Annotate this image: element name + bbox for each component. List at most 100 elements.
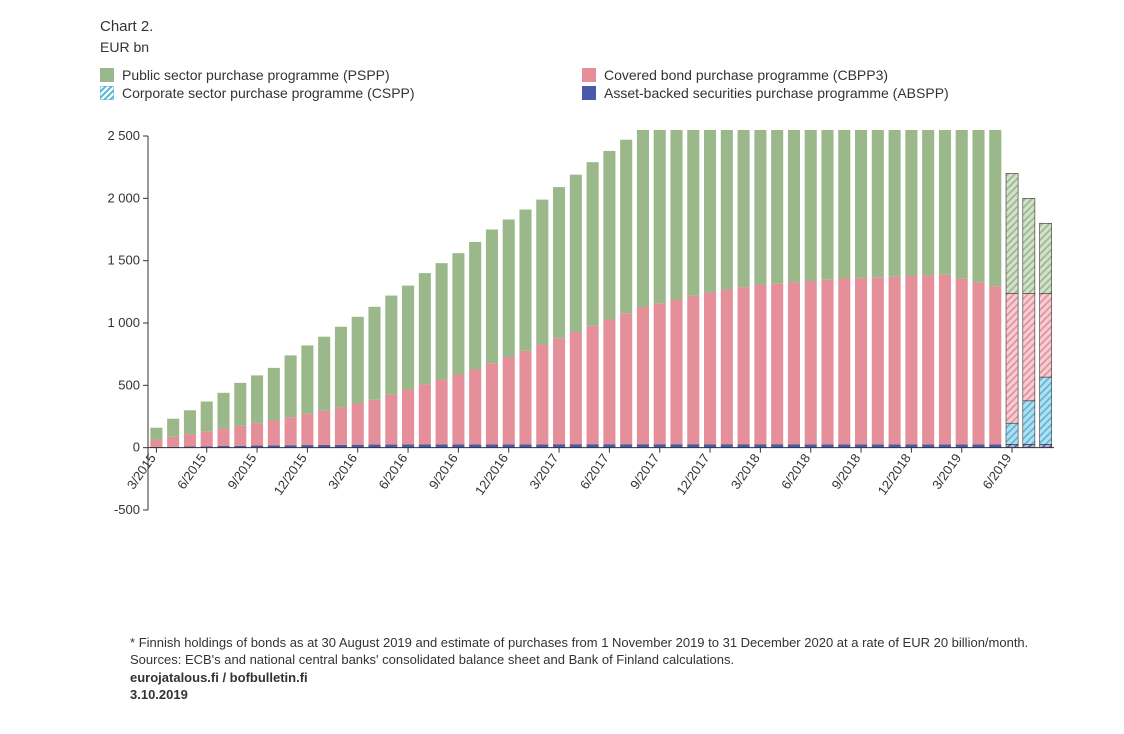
bar-segment-cbpp3	[637, 307, 649, 444]
bar-segment-pspp	[486, 230, 498, 364]
plot-svg: -50005001 0001 5002 0002 5003/20156/2015…	[100, 130, 1060, 550]
x-tick-label: 6/2016	[375, 451, 410, 492]
bar-segment-pspp	[956, 130, 968, 279]
bar-segment-abspp	[704, 444, 716, 447]
bar-segment-cbpp3	[905, 276, 917, 444]
bar-segment-cbpp3	[754, 285, 766, 445]
bar-segment-pspp	[721, 130, 733, 290]
bar-segment-cbpp3	[368, 400, 380, 445]
bar-segment-cbpp3	[821, 280, 833, 445]
bar-segment-pspp	[855, 130, 867, 278]
bar-segment-cbpp3	[301, 414, 313, 445]
bar-segment-pspp	[201, 402, 213, 432]
bar-segment-pspp	[503, 220, 515, 358]
bar-segment-pspp	[184, 410, 196, 434]
bar-segment-cbpp3	[1006, 294, 1018, 424]
bar-segment-cbpp3	[721, 290, 733, 445]
bar-segment-pspp	[368, 307, 380, 400]
legend-swatch-icon	[582, 68, 596, 82]
bar-segment-abspp	[670, 444, 682, 447]
bar-segment-pspp	[754, 130, 766, 285]
bar-segment-cspp	[1023, 401, 1035, 445]
sources-label: Sources:	[130, 652, 181, 667]
bar-segment-abspp	[855, 444, 867, 447]
chart-container: Chart 2. EUR bn Public sector purchase p…	[0, 0, 1124, 734]
bar-segment-pspp	[251, 375, 263, 423]
bar-segment-pspp	[301, 345, 313, 413]
bar-segment-abspp	[821, 444, 833, 447]
bar-segment-pspp	[318, 337, 330, 411]
bar-segment-cbpp3	[217, 429, 229, 446]
x-tick-label: 9/2017	[627, 451, 662, 492]
bar-segment-abspp	[603, 444, 615, 447]
sources-text: ECB's and national central banks' consol…	[185, 652, 734, 667]
y-tick-label: -500	[114, 502, 140, 517]
bar-segment-abspp	[889, 444, 901, 447]
bar-segment-abspp	[788, 444, 800, 447]
x-tick-label: 12/2018	[875, 451, 914, 498]
bar-segment-abspp	[905, 444, 917, 447]
bar-segment-pspp	[805, 130, 817, 281]
bar-segment-cbpp3	[603, 320, 615, 445]
legend-label: Public sector purchase programme (PSPP)	[122, 67, 390, 83]
x-tick-label: 6/2017	[577, 451, 612, 492]
x-tick-label: 9/2018	[828, 451, 863, 492]
bar-segment-abspp	[939, 444, 951, 447]
bar-segment-pspp	[553, 187, 565, 338]
bar-segment-abspp	[503, 444, 515, 447]
x-tick-label: 6/2015	[174, 451, 209, 492]
bar-segment-cbpp3	[805, 281, 817, 444]
bar-segment-cbpp3	[436, 380, 448, 445]
bar-segment-abspp	[620, 444, 632, 447]
bar-segment-cbpp3	[704, 292, 716, 444]
bar-segment-cbpp3	[268, 420, 280, 445]
bar-segment-pspp	[889, 130, 901, 277]
bar-segment-cbpp3	[838, 278, 850, 444]
bar-segment-pspp	[167, 419, 179, 437]
bar-segment-cbpp3	[419, 385, 431, 445]
bar-segment-cbpp3	[1040, 294, 1052, 378]
bar-segment-pspp	[922, 130, 934, 275]
bar-segment-pspp	[217, 393, 229, 429]
bar-segment-pspp	[872, 130, 884, 277]
bar-segment-cspp	[1006, 423, 1018, 444]
bar-segment-abspp	[654, 444, 666, 447]
x-tick-label: 3/2016	[325, 451, 360, 492]
legend: Public sector purchase programme (PSPP) C…	[100, 67, 1040, 101]
bar-segment-pspp	[469, 242, 481, 370]
footnote-text: Finnish holdings of bonds as at 30 Augus…	[139, 635, 1029, 650]
bar-segment-pspp	[687, 130, 699, 296]
bar-segment-cbpp3	[251, 423, 263, 445]
bar-segment-pspp	[654, 130, 666, 303]
bar-segment-abspp	[687, 444, 699, 447]
bar-segment-pspp	[939, 130, 951, 275]
bar-segment-cbpp3	[771, 283, 783, 444]
legend-item: Covered bond purchase programme (CBPP3)	[582, 67, 1040, 83]
bar-segment-abspp	[486, 444, 498, 447]
bar-segment-pspp	[335, 327, 347, 408]
bar-segment-cbpp3	[318, 411, 330, 445]
bar-segment-pspp	[587, 162, 599, 326]
bar-segment-cbpp3	[486, 363, 498, 444]
x-tick-label: 3/2015	[124, 451, 159, 492]
bar-segment-pspp	[536, 200, 548, 345]
footnote-star: *	[130, 635, 135, 650]
bar-segment-cbpp3	[201, 431, 213, 446]
bar-segment-cbpp3	[234, 426, 246, 446]
x-tick-label: 6/2019	[979, 451, 1014, 492]
legend-label: Covered bond purchase programme (CBPP3)	[604, 67, 888, 83]
bar-segment-cbpp3	[469, 370, 481, 445]
bar-segment-abspp	[838, 444, 850, 447]
legend-label: Asset-backed securities purchase program…	[604, 85, 949, 101]
bar-segment-pspp	[670, 130, 682, 300]
bar-segment-cbpp3	[184, 434, 196, 446]
bar-segment-cbpp3	[922, 275, 934, 444]
bar-segment-cbpp3	[855, 278, 867, 444]
legend-label: Corporate sector purchase programme (CSP…	[122, 85, 415, 101]
bar-segment-pspp	[821, 130, 833, 280]
bar-segment-abspp	[922, 444, 934, 447]
bar-segment-abspp	[805, 444, 817, 447]
bar-segment-pspp	[637, 130, 649, 307]
bar-segment-pspp	[150, 428, 162, 440]
legend-item: Corporate sector purchase programme (CSP…	[100, 85, 558, 101]
